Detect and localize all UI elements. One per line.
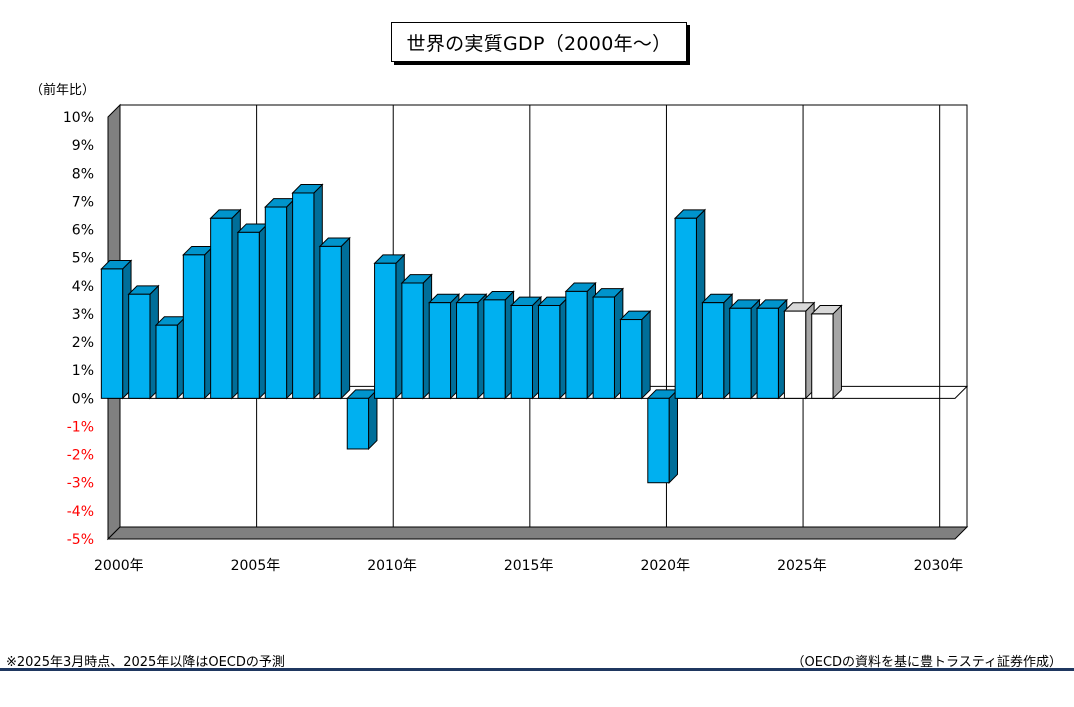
y-tick-label: 7% <box>72 194 94 210</box>
bar-2006 <box>264 197 297 400</box>
bar-2021 <box>673 208 707 400</box>
bar-front <box>237 231 260 399</box>
y-axis-label: （前年比） <box>30 83 96 98</box>
bar-2000 <box>100 259 133 400</box>
bar-2012 <box>428 293 461 400</box>
bar-2025 <box>783 301 816 400</box>
x-tick-label: 2015年 <box>504 558 554 574</box>
bar-front <box>100 268 124 399</box>
y-tick-labels: 10% 9% 8% 7% 6% 5% 4% 3% 2% 1% 0% -1% -2% -3% -4% -5% <box>63 110 94 548</box>
x-tick-label: 2020年 <box>640 558 690 574</box>
bar-front <box>155 324 178 399</box>
bar-front <box>538 304 561 399</box>
bar-2020 <box>646 388 679 484</box>
bar-2016 <box>537 295 570 400</box>
bar-side <box>340 236 351 400</box>
bar-front <box>456 302 479 399</box>
y-tick-label: -5% <box>67 532 94 548</box>
bar-2013 <box>455 293 488 400</box>
y-tick-label: 8% <box>72 166 94 182</box>
bar-front <box>128 293 151 399</box>
y-tick-label: 5% <box>72 251 94 267</box>
footnote-forecast-note: ※2025年3月時点、2025年以降はOECDの予測 <box>6 655 285 670</box>
bottom-rule <box>0 668 1074 671</box>
bar-2023 <box>728 298 761 400</box>
bar-front <box>210 217 233 399</box>
y-tick-label: 0% <box>72 391 94 407</box>
bar-2011 <box>400 273 433 400</box>
bar-2002 <box>154 315 187 400</box>
y-tick-label: 1% <box>72 363 94 379</box>
x-tick-label: 2010年 <box>367 558 417 574</box>
bar-2009 <box>346 388 379 451</box>
bar-2026 <box>810 304 843 400</box>
y-tick-label: -3% <box>67 476 94 492</box>
y-tick-label: 4% <box>72 279 94 295</box>
bar-2007 <box>291 183 324 400</box>
y-tick-label: 10% <box>63 110 94 126</box>
x-tick-label: 2025年 <box>777 558 827 574</box>
bar-front <box>729 307 752 399</box>
bar-2024 <box>755 298 789 400</box>
bar-side <box>832 304 842 400</box>
y-tick-label: 9% <box>72 138 94 154</box>
bar-front <box>319 245 342 399</box>
bar-2001 <box>127 284 160 400</box>
bar-2017 <box>564 281 597 400</box>
bar-2005 <box>236 222 269 400</box>
x-tick-labels: 2000年 2005年 2010年 2015年 2020年 2025年 2030年 <box>94 558 963 574</box>
bar-front <box>565 290 588 399</box>
bar-front <box>783 310 807 399</box>
bar-2022 <box>701 293 734 400</box>
bar-front <box>428 302 452 399</box>
bar-front <box>401 282 424 399</box>
footnote-source: （OECDの資料を基に豊トラスティ証券作成） <box>791 655 1063 670</box>
chart-title: 世界の実質GDP（2000年～） <box>391 22 687 62</box>
bar-front <box>374 262 397 399</box>
y-tick-label: -1% <box>67 419 94 435</box>
bar-front <box>292 192 315 399</box>
bar-front <box>346 397 370 450</box>
bar-2015 <box>509 295 543 400</box>
bar-2003 <box>182 245 215 400</box>
bar-side <box>641 309 651 400</box>
bar-front <box>592 296 615 399</box>
y-tick-label: 2% <box>72 335 94 351</box>
bar-front <box>264 206 288 399</box>
bar-front <box>510 304 533 399</box>
bar-2004 <box>209 208 242 400</box>
bar-side <box>668 388 679 484</box>
bar-front <box>483 299 506 399</box>
bar-front <box>619 319 643 399</box>
bar-front <box>647 397 670 484</box>
floor <box>106 526 969 540</box>
bar-2019 <box>619 309 652 400</box>
bar-front <box>674 217 697 399</box>
bar-front <box>811 313 834 399</box>
bar-2008 <box>318 236 351 400</box>
bars <box>100 183 843 484</box>
y-tick-label: 3% <box>72 307 94 323</box>
bar-2010 <box>373 253 406 400</box>
x-tick-label: 2030年 <box>914 558 964 574</box>
bar-front <box>756 307 779 399</box>
bar-front <box>182 254 206 399</box>
bar-2014 <box>482 290 515 400</box>
x-tick-label: 2000年 <box>94 558 144 574</box>
bar-front <box>701 302 725 399</box>
y-tick-label: -4% <box>67 504 94 520</box>
bar-2018 <box>591 287 625 400</box>
y-tick-label: -2% <box>67 448 94 464</box>
y-tick-label: 6% <box>72 223 94 239</box>
x-tick-label: 2005年 <box>231 558 281 574</box>
